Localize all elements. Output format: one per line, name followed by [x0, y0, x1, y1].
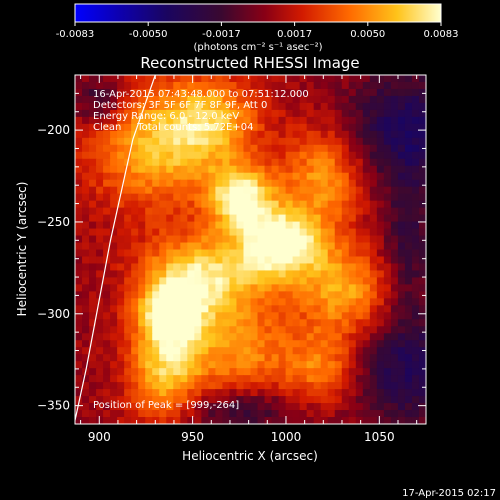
- y-tick-label: −250: [37, 215, 70, 229]
- chart-title: Reconstructed RHESSI Image: [140, 54, 359, 72]
- x-tick-label: 950: [181, 430, 204, 444]
- y-tick-label: −300: [37, 307, 70, 321]
- x-tick-label: 1000: [271, 430, 302, 444]
- x-tick-label: 1050: [364, 430, 395, 444]
- colorbar-tick-label: -0.0083: [56, 29, 95, 40]
- colorbar-tick-label: 0.0017: [277, 29, 312, 40]
- x-tick-label: 900: [88, 430, 111, 444]
- annotation-detectors: Detectors: 3F 5F 6F 7F 8F 9F, Att 0: [93, 100, 267, 111]
- annotation-time-range: 16-Apr-2015 07:43:48.000 to 07:51:12.000: [93, 89, 309, 100]
- colorbar-tick-label: -0.0050: [129, 29, 168, 40]
- footer-timestamp: 17-Apr-2015 02:17: [402, 488, 496, 499]
- annotation-block: 16-Apr-2015 07:43:48.000 to 07:51:12.000…: [93, 89, 309, 411]
- y-tick-label: −200: [37, 123, 70, 137]
- colorbar: -0.0083 -0.0050 -0.0017 0.0017 0.0050 0.0083 …: [56, 3, 459, 53]
- axis-ticks: 900 950 1000 1050 −200 −250 −300 −350: [37, 74, 426, 444]
- x-axis-label: Heliocentric X (arcsec): [182, 449, 318, 463]
- colorbar-units: (photons cm⁻² s⁻¹ asec⁻²): [193, 42, 322, 53]
- annotation-peak-position: Position of Peak = [999,-264]: [93, 400, 239, 411]
- annotation-clean-counts: Clean Total counts: 5.72E+04: [93, 122, 253, 133]
- y-axis-label: Heliocentric Y (arcsec): [15, 182, 29, 317]
- heatmap-image: [75, 75, 426, 424]
- colorbar-gradient: [74, 3, 442, 23]
- colorbar-tick-label: -0.0017: [202, 29, 241, 40]
- colorbar-ticks: -0.0083 -0.0050 -0.0017 0.0017 0.0050 0.0083: [56, 22, 459, 40]
- plot-frame: [74, 74, 427, 425]
- colorbar-tick-label: 0.0050: [350, 29, 385, 40]
- colorbar-tick-label: 0.0083: [424, 29, 459, 40]
- plot-area: 900 950 1000 1050 −200 −250 −300 −350: [37, 74, 427, 444]
- solar-limb-curve: [75, 75, 156, 421]
- annotation-energy-range: Energy Range: 6.0 - 12.0 keV: [93, 111, 239, 122]
- y-tick-label: −350: [37, 399, 70, 413]
